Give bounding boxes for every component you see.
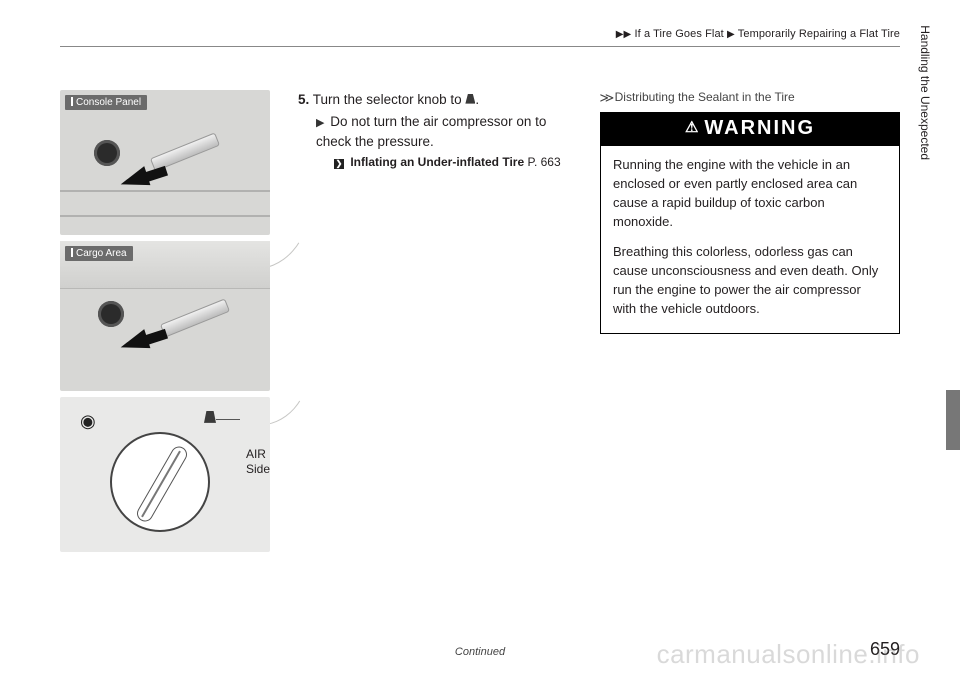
arrow-icon — [144, 166, 168, 182]
figure-console-panel: Console Panel — [60, 90, 270, 235]
power-socket-icon — [94, 140, 120, 166]
warning-text: Running the engine with the vehicle in a… — [613, 156, 887, 231]
breadcrumb-l1: If a Tire Goes Flat — [635, 28, 724, 40]
figure-label-cargo: Cargo Area — [65, 246, 133, 261]
triangle-icon: ▶ — [727, 29, 735, 40]
figure-column: Console Panel Cargo Area ◉ — [60, 90, 270, 618]
triangle-icon: ▶ — [624, 29, 632, 40]
power-socket-icon — [98, 301, 124, 327]
watermark: carmanualsonline.info — [657, 639, 920, 670]
header-rule — [60, 46, 900, 47]
warning-icon: ⚠ — [685, 119, 700, 136]
triangle-icon: ▶ — [316, 117, 324, 129]
step-text: Turn the selector knob to — [313, 92, 466, 107]
step-text: . — [475, 92, 479, 107]
breadcrumb-l2: Temporarily Repairing a Flat Tire — [738, 28, 900, 40]
figure-label-console: Console Panel — [65, 95, 147, 110]
continued-icon: ≫ — [599, 90, 614, 106]
step-5: 5. Turn the selector knob to . — [298, 90, 572, 110]
warning-box: ⚠WARNING Running the engine with the veh… — [600, 112, 900, 334]
sealant-icon: ◉ — [80, 411, 96, 432]
cross-reference: ❯ Inflating an Under-inflated Tire P. 66… — [334, 155, 572, 169]
triangle-icon: ▶ — [616, 29, 624, 40]
selector-position-icon — [465, 94, 475, 106]
xref-icon: ❯ — [334, 159, 344, 169]
air-side-label: AIR Side — [246, 447, 270, 477]
breadcrumb: ▶▶ If a Tire Goes Flat ▶ Temporarily Rep… — [616, 28, 900, 40]
warning-title: ⚠WARNING — [601, 113, 899, 146]
warning-text: Breathing this colorless, odorless gas c… — [613, 243, 887, 318]
figure-selector-dial: ◉ AIR Side — [60, 397, 270, 552]
dial-icon — [110, 432, 210, 532]
air-icon — [204, 411, 216, 425]
thumb-tab — [946, 390, 960, 450]
figure-cargo-area: Cargo Area — [60, 241, 270, 391]
sidebar-heading: ≫Distributing the Sealant in the Tire — [600, 90, 900, 106]
arrow-icon — [144, 329, 168, 345]
section-tab-label: Handling the Unexpected — [918, 25, 932, 160]
step-sub: ▶ Do not turn the air compressor on to c… — [316, 112, 572, 152]
sidebar-column: ≫Distributing the Sealant in the Tire ⚠W… — [600, 90, 900, 618]
instruction-column: 5. Turn the selector knob to . ▶ Do not … — [298, 90, 572, 618]
step-number: 5. — [298, 92, 309, 107]
